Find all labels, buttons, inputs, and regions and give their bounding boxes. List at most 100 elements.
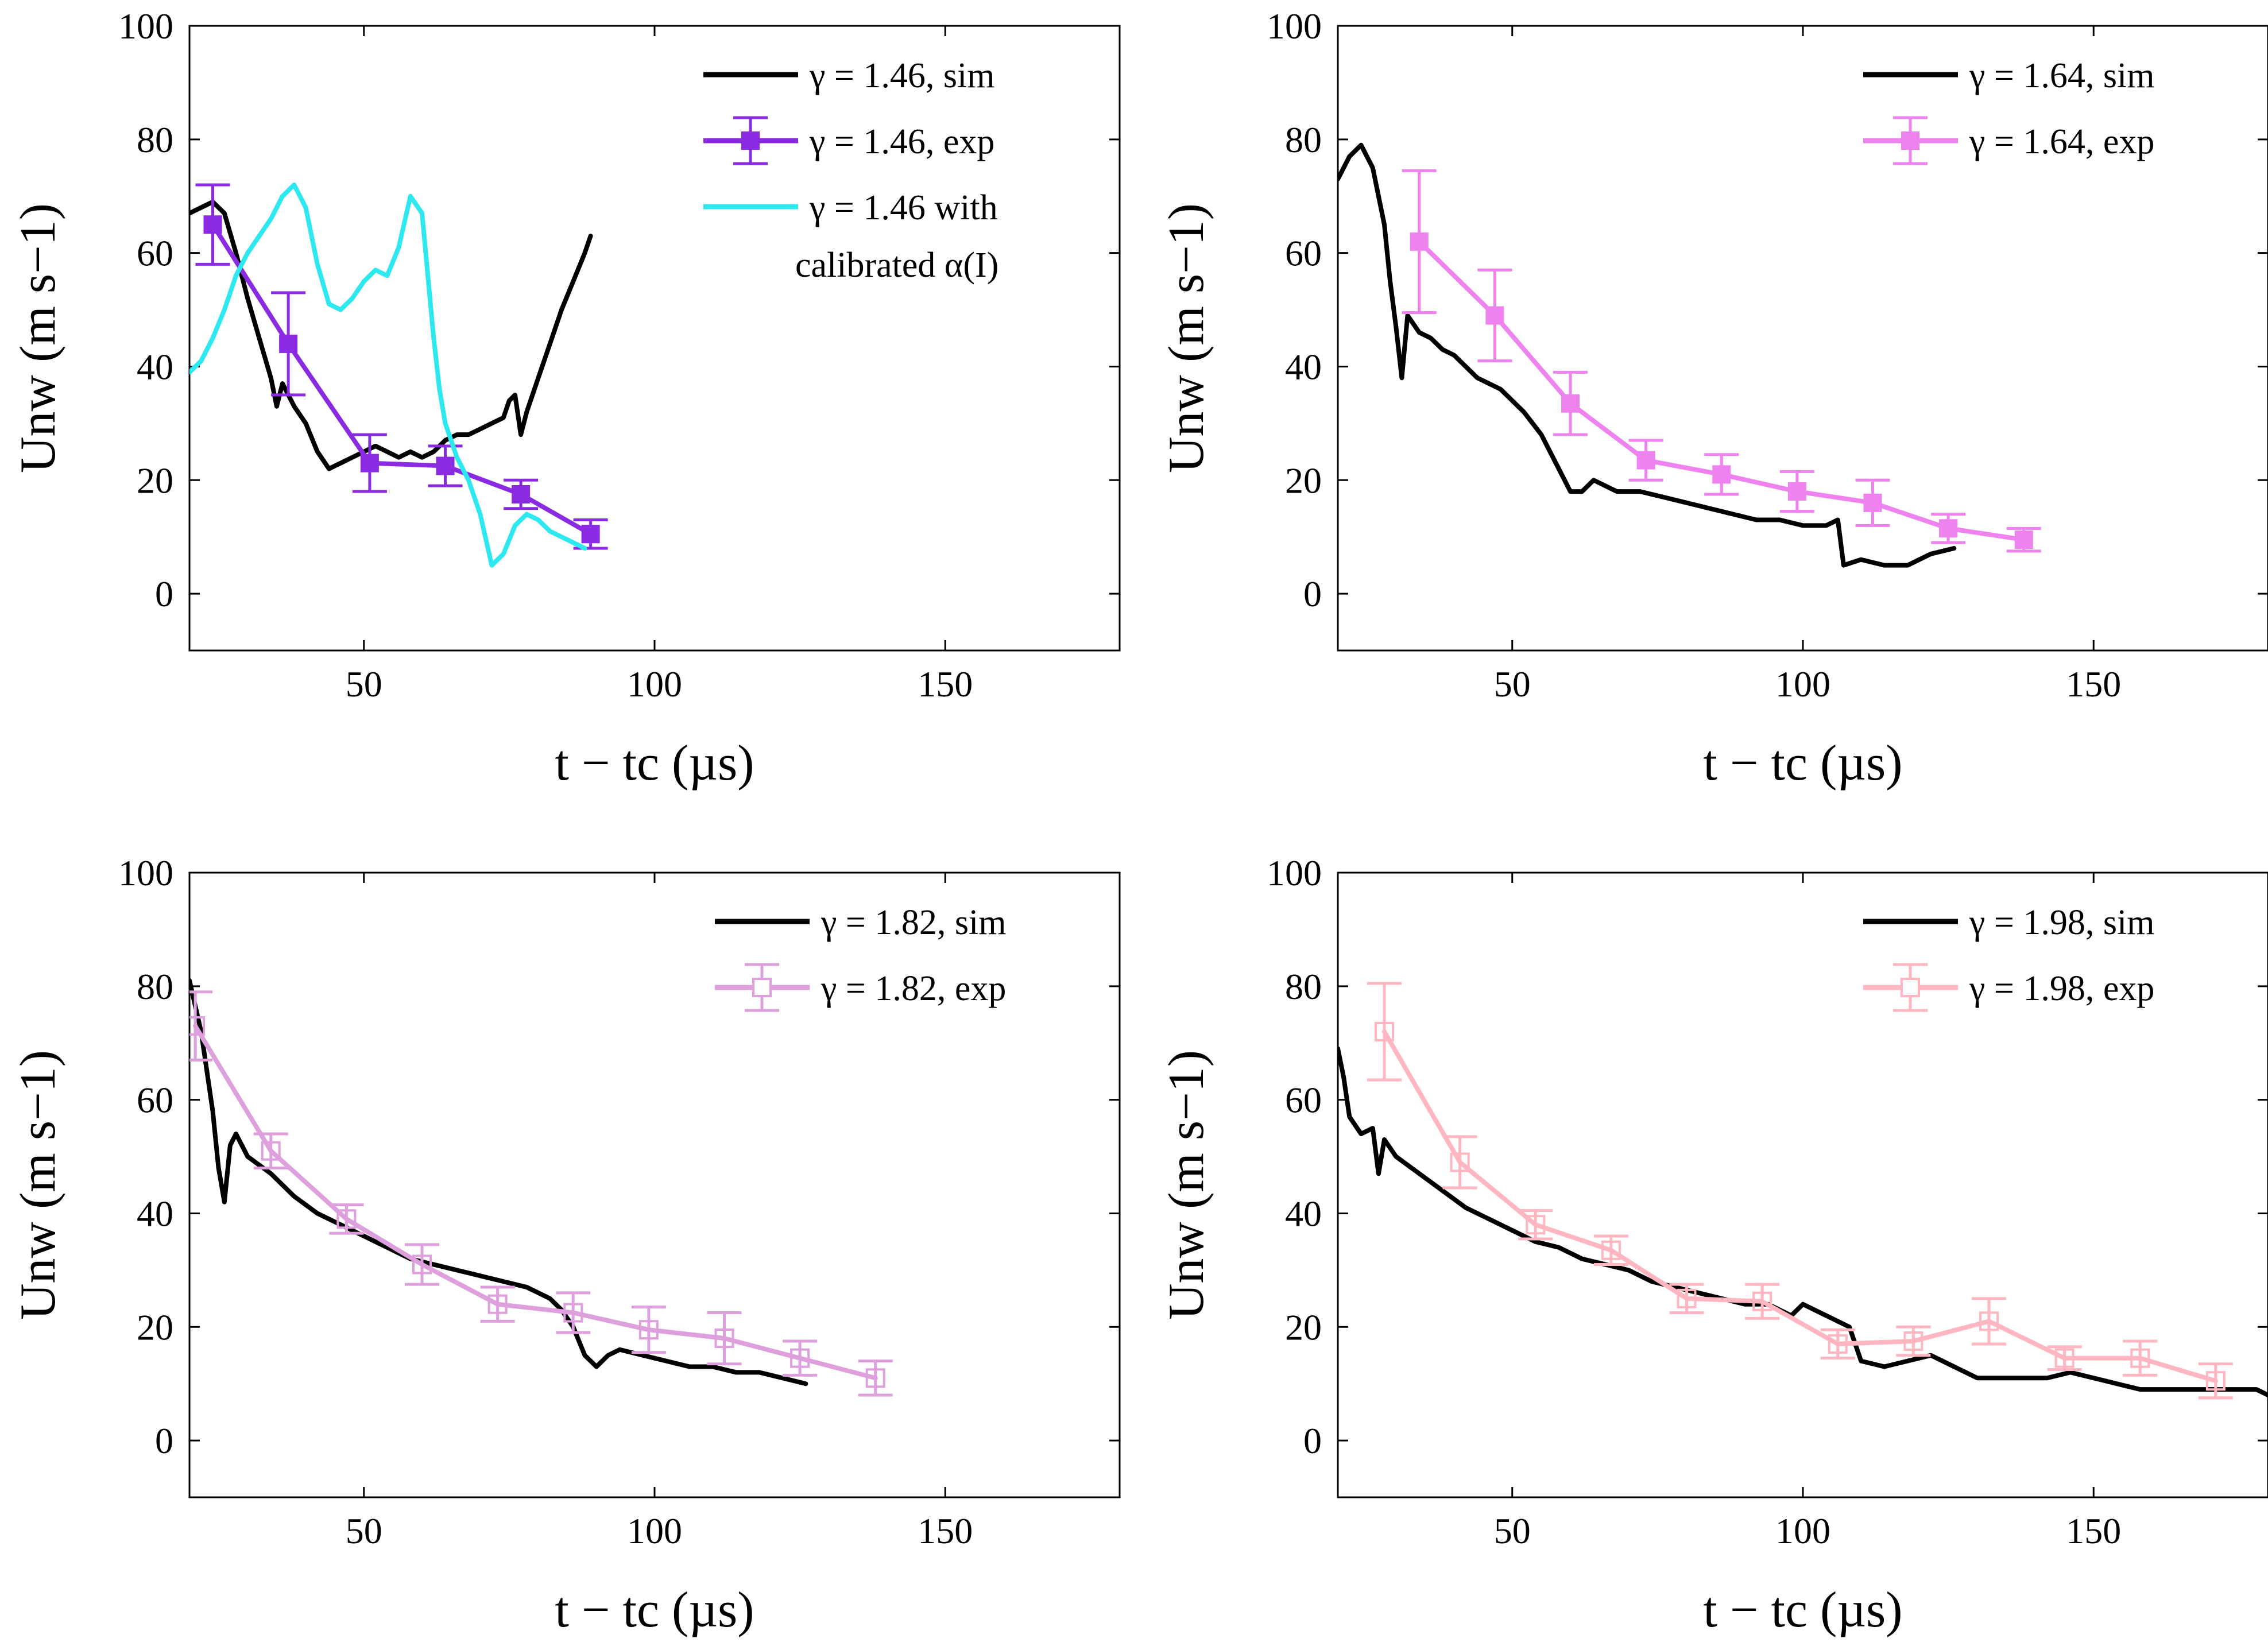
marker [436, 456, 455, 475]
data-point [1704, 453, 1739, 496]
marker [360, 454, 379, 472]
data-point [783, 1339, 818, 1377]
data-point [1779, 470, 1814, 513]
series-line-2 [210, 222, 593, 537]
data-point [2006, 526, 2041, 553]
marker [790, 1348, 810, 1368]
data-point [1820, 1328, 1855, 1360]
data-point [480, 1285, 515, 1323]
plot-area [1338, 982, 2268, 1400]
data-point [329, 1203, 364, 1235]
data-point [858, 1359, 893, 1397]
chart-panel-1: 50 100 150 0 20 40 60 80 100 t − tc (µs) Unw (m s−… [10, 6, 1121, 791]
data-point [631, 1306, 666, 1354]
x-tick-label: 150 [2066, 1510, 2121, 1551]
marker [1712, 465, 1731, 484]
y-axis-label: Unw (m s−1) [1159, 203, 1214, 473]
marker [1752, 1291, 1772, 1311]
y-tick-label: 60 [137, 1080, 173, 1121]
legend-entry-3: γ = 1.46 with calibrated α(I) [703, 188, 998, 285]
data-point [1669, 1283, 1704, 1315]
legend-label: γ = 1.98, sim [1969, 903, 2154, 942]
series-line-2 [193, 1024, 878, 1381]
data-point [352, 433, 387, 493]
y-tick-label: 80 [137, 119, 173, 160]
x-tick-label: 50 [1494, 664, 1531, 704]
series-line-1 [1338, 142, 1957, 568]
marker [1526, 1215, 1546, 1235]
x-tick-label: 50 [346, 664, 382, 704]
chart-panel-4: 50 100 150 0 20 40 60 80 100 t − tc (µs) Unw (m s−… [1159, 853, 2268, 1638]
plot-area [189, 182, 608, 568]
legend-entry-2: γ = 1.98, exp [1863, 963, 2154, 1012]
legend-entry-1: γ = 1.46, sim [703, 56, 994, 95]
y-tick-label: 60 [1285, 233, 1322, 274]
marker [261, 1141, 281, 1161]
data-point [707, 1311, 742, 1366]
y-tick-label: 60 [1285, 1080, 1322, 1121]
x-tick-label: 100 [627, 1510, 682, 1551]
data-point [1402, 169, 1437, 314]
marker [1828, 1334, 1848, 1354]
y-tick-label: 40 [137, 346, 173, 387]
y-axis-label: Unw (m s−1) [10, 203, 66, 473]
y-tick-label: 0 [1303, 1420, 1322, 1461]
x-tick-label: 150 [2066, 664, 2121, 704]
series-line-1 [189, 199, 593, 471]
y-tick-label: 100 [1267, 6, 1322, 47]
legend-label: γ = 1.64, exp [1969, 122, 2154, 161]
x-tick-label: 150 [918, 1510, 973, 1551]
y-tick-label: 40 [1285, 346, 1322, 387]
marker [1677, 1288, 1697, 1308]
data-point [1855, 478, 1890, 527]
x-axis-label: t − tc (µs) [555, 1582, 754, 1638]
y-tick-label: 40 [1285, 1193, 1322, 1234]
chart-panel-2: 50 100 150 0 20 40 60 80 100 t − tc (µs) Unw (m s−… [1159, 6, 2268, 791]
data-point [1931, 513, 1966, 544]
data-point [1477, 268, 1512, 363]
legend-marker [1901, 978, 1920, 997]
marker [2014, 530, 2033, 549]
y-tick-label: 20 [1285, 1307, 1322, 1347]
y-axis-label: Unw (m s−1) [10, 1050, 66, 1320]
y-tick-label: 0 [1303, 574, 1322, 614]
y-tick-label: 0 [155, 574, 173, 614]
y-axis-label: Unw (m s−1) [1159, 1050, 1214, 1320]
y-tick-label: 80 [1285, 119, 1322, 160]
y-tick-label: 80 [137, 966, 173, 1007]
legend-label: γ = 1.46 with calibrated α(I) [795, 188, 998, 285]
legend-entry-2: γ = 1.82, exp [715, 963, 1006, 1012]
plot-frame [188, 25, 1121, 652]
series-line-1 [189, 978, 808, 1386]
marker [203, 215, 222, 234]
legend-marker [741, 131, 760, 150]
marker [2130, 1348, 2150, 1368]
data-point [1972, 1297, 2006, 1346]
marker [2205, 1371, 2226, 1391]
marker [1485, 306, 1504, 325]
marker [336, 1209, 357, 1229]
marker [1903, 1331, 1923, 1351]
plot-frame [1337, 25, 2268, 652]
y-tick-label: 20 [137, 460, 173, 501]
data-point [1896, 1325, 1931, 1357]
marker [189, 1016, 206, 1036]
legend-entry-1: γ = 1.82, sim [715, 903, 1006, 942]
legend-entry-2: γ = 1.46, exp [703, 116, 994, 165]
legend-entry-2: γ = 1.64, exp [1863, 116, 2154, 165]
y-tick-label: 40 [137, 1193, 173, 1234]
y-tick-label: 20 [137, 1307, 173, 1347]
data-point [405, 1243, 439, 1286]
data-point [504, 478, 539, 510]
marker [1410, 232, 1429, 251]
plot-frame [1337, 872, 2268, 1498]
legend-label: γ = 1.64, sim [1969, 56, 2154, 95]
x-axis-label: t − tc (µs) [1703, 735, 1902, 791]
data-point [1628, 439, 1663, 482]
y-tick-label: 80 [1285, 966, 1322, 1007]
x-axis-label: t − tc (µs) [555, 735, 754, 791]
data-point [1593, 1234, 1628, 1266]
x-tick-label: 50 [346, 1510, 382, 1551]
legend-label: γ = 1.46, exp [809, 122, 994, 161]
